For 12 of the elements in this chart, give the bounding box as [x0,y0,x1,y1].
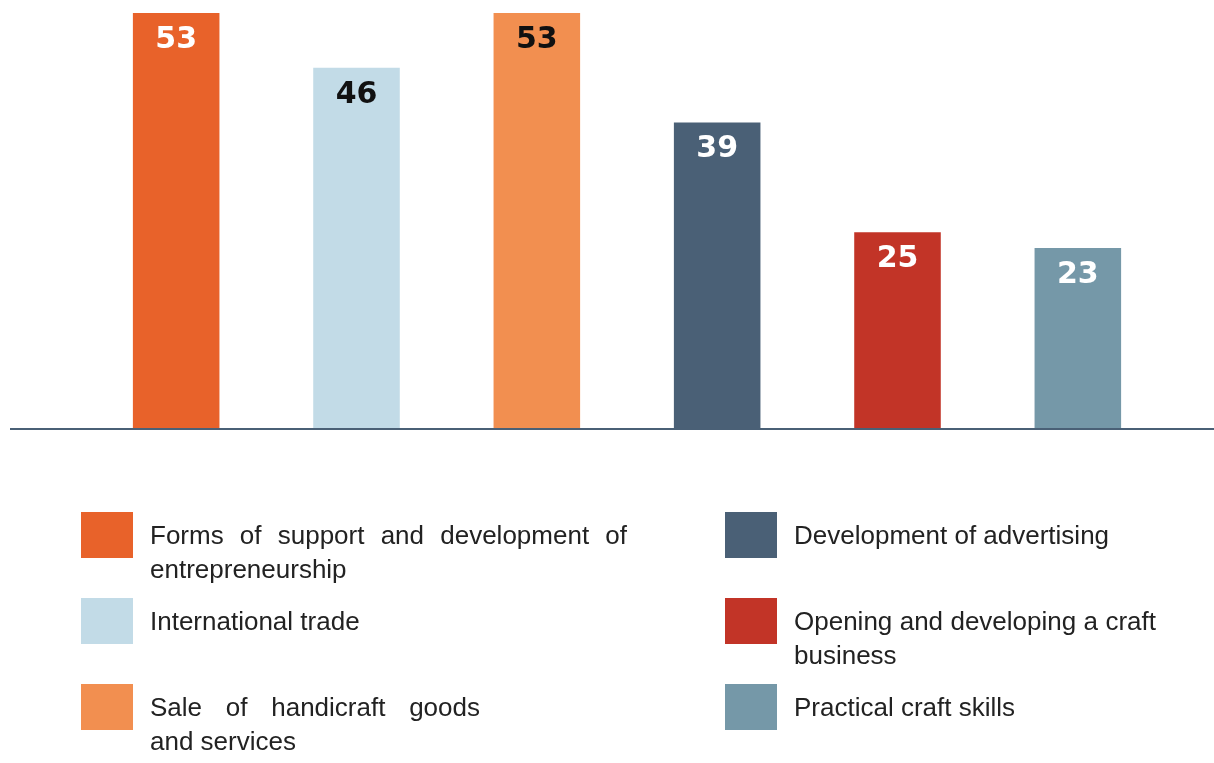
data-label: 53 [155,19,198,55]
legend-label: International trade [150,605,361,638]
legend-label: Forms of support and development of entrepreneurship [150,519,627,586]
legend-label: Practical craft skills [794,691,1017,724]
legend-label: Development of advertising [794,519,1111,552]
data-label: 25 [876,239,919,275]
data-label: 23 [1056,254,1099,290]
data-label: 53 [515,19,558,55]
data-label: 46 [335,74,378,110]
legend-label: Opening and developing a craft business [794,605,1156,672]
data-label: 39 [696,129,739,165]
legend-label: Sale of handicraft goods and services [150,691,480,758]
